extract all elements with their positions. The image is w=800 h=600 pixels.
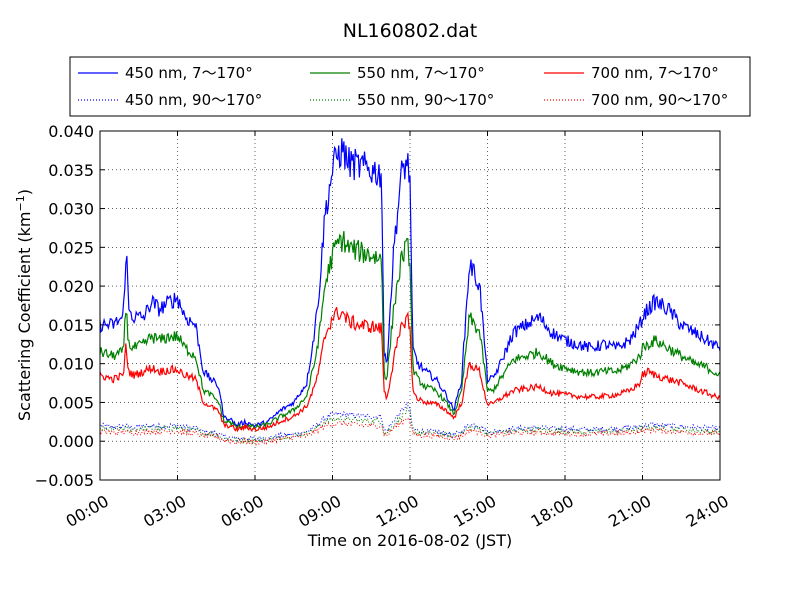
y-tick-label: 0.035 [48, 161, 94, 180]
y-axis-label: Scattering Coefficient (km−1) [14, 189, 35, 421]
series-line [99, 400, 721, 443]
y-tick-label: 0.020 [48, 277, 94, 296]
x-tick-label: 24:00 [683, 491, 732, 531]
legend-label: 700 nm, 7～170° [591, 64, 719, 82]
y-tick-label: 0.030 [48, 200, 94, 219]
y-tick-label: 0.015 [48, 316, 94, 335]
x-tick-label: 00:00 [63, 491, 112, 531]
y-axis-label-close: ) [15, 189, 34, 195]
y-tick-label: 0.040 [48, 122, 94, 141]
legend-label: 550 nm, 7～170° [357, 64, 485, 82]
x-tick-label: 18:00 [528, 491, 577, 531]
legend-label: 450 nm, 7～170° [125, 64, 253, 82]
x-tick-label: 03:00 [140, 491, 189, 531]
series-line [99, 306, 721, 433]
x-tick-label: 12:00 [373, 491, 422, 531]
series-line [99, 416, 721, 447]
series-line [99, 406, 721, 445]
legend-label: 550 nm, 90～170° [357, 91, 494, 109]
y-tick-label: 0.025 [48, 238, 94, 257]
series-line [99, 231, 721, 431]
x-axis-label: Time on 2016-08-02 (JST) [307, 531, 512, 550]
y-tick-label: 0.005 [48, 393, 94, 412]
x-tick-label: 21:00 [605, 491, 654, 531]
legend-label: 450 nm, 90～170° [125, 91, 262, 109]
legend-box [69, 56, 751, 117]
y-axis-label-main: Scattering Coefficient (km [15, 211, 34, 421]
grid [100, 131, 720, 480]
legend: 450 nm, 7～170° 550 nm, 7～170° 700 nm, 7～17… [69, 56, 751, 117]
x-tick-label: 15:00 [450, 491, 499, 531]
chart-title: NL160802.dat [343, 20, 478, 42]
x-tick-label: 09:00 [295, 491, 344, 531]
y-tick-label: 0.010 [48, 355, 94, 374]
y-axis-label-sup: −1 [14, 195, 27, 211]
y-tick-label: −0.005 [35, 471, 94, 490]
series-layer [99, 138, 721, 447]
legend-label: 700 nm, 90～170° [591, 91, 728, 109]
y-tick-label: 0.000 [48, 432, 94, 451]
series-line [99, 138, 721, 429]
x-tick-label: 06:00 [218, 491, 267, 531]
